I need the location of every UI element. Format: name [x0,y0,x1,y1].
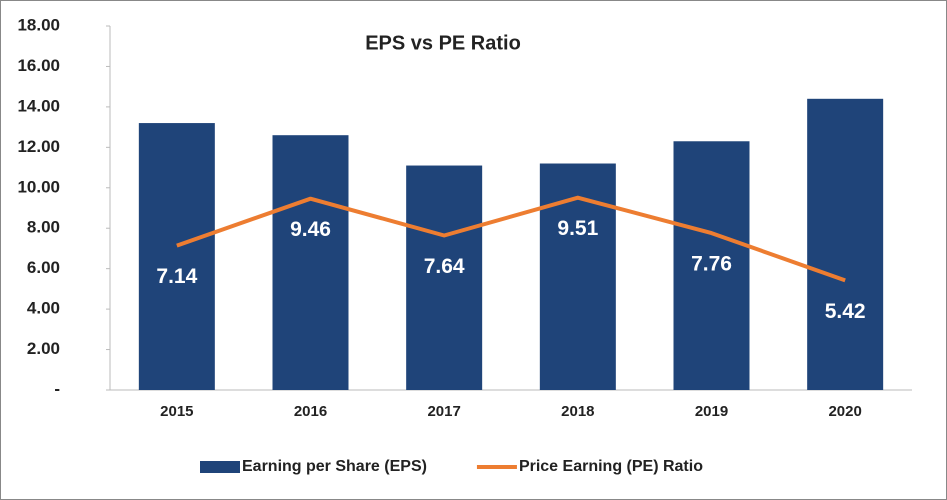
data-label: 5.42 [825,300,866,323]
chart-title: EPS vs PE Ratio [365,32,521,54]
y-tick-label: 8.00 [27,218,60,237]
y-tick-label: 4.00 [27,299,60,318]
y-tick-label: 14.00 [17,96,60,115]
y-tick-label: 6.00 [27,258,60,277]
line [176,195,846,283]
y-tick-label: 12.00 [17,137,60,156]
data-label: 9.46 [290,218,331,241]
y-tick-label: - [54,379,60,398]
bar [272,135,349,390]
bar [807,98,884,391]
y-tick-label: 18.00 [17,15,60,34]
y-tick-label: 16.00 [17,56,60,75]
legend-swatch [200,461,240,473]
data-label: 7.76 [691,253,732,276]
y-tick-label: 10.00 [17,177,60,196]
x-tick-label: 2019 [695,403,728,420]
data-label: 7.64 [424,255,465,278]
bar [406,165,483,390]
data-label: 7.14 [156,265,197,288]
bar [673,141,750,390]
legend-label: Earning per Share (EPS) [242,458,427,475]
bar [138,123,215,391]
y-tick-label: 2.00 [27,339,60,358]
data-label: 9.51 [557,217,598,240]
x-tick-label: 2018 [561,403,594,420]
x-tick-label: 2017 [427,403,460,420]
legend-label: Price Earning (PE) Ratio [519,458,703,475]
x-tick-label: 2020 [828,403,861,420]
x-tick-label: 2015 [160,403,193,420]
x-tick-label: 2016 [294,403,327,420]
bar [539,163,616,390]
